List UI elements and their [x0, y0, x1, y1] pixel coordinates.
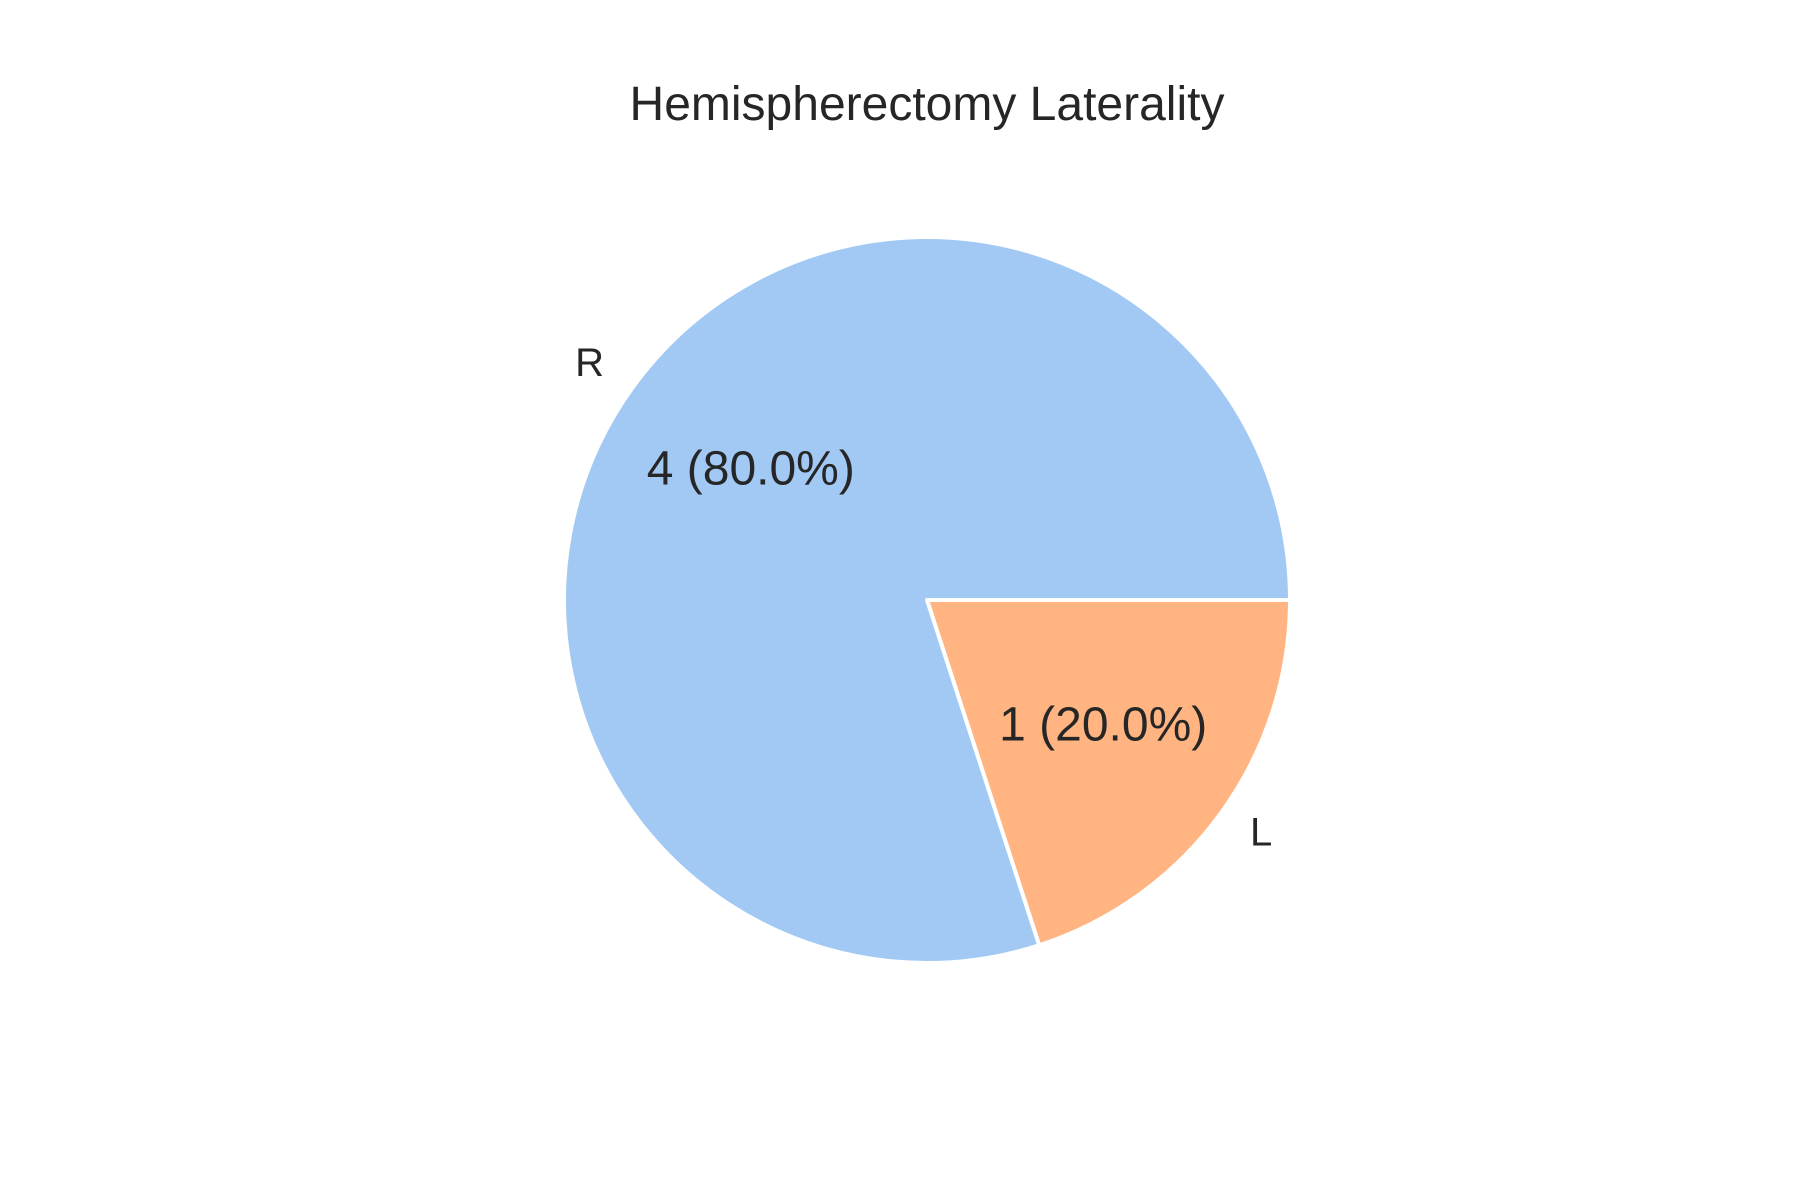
slice-label-l: L: [1250, 810, 1272, 854]
pie-slice-l: [925, 598, 1292, 948]
pie-slice-r: [562, 235, 1292, 965]
chart-title: Hemispherectomy Laterality: [630, 78, 1225, 131]
pie-slices: [562, 235, 1292, 965]
slice-data-label-r: 4 (80.0%): [647, 443, 855, 496]
pie-labels: L 1 (20.0%) R 4 (80.0%): [575, 341, 1272, 854]
slice-label-r: R: [575, 341, 604, 385]
slice-data-label-l: 1 (20.0%): [999, 699, 1207, 752]
